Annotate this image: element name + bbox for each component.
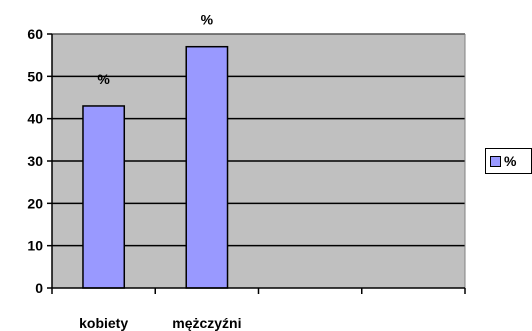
- y-tick-label: 10: [27, 238, 43, 254]
- x-tick-labels: kobiety mężczyźni: [79, 315, 241, 331]
- legend: %: [485, 148, 532, 174]
- y-tick-label: 50: [27, 68, 43, 84]
- y-tick-label: 0: [35, 280, 43, 296]
- data-label: %: [201, 12, 214, 28]
- bar: [185, 45, 229, 289]
- bar: [82, 105, 126, 289]
- legend-label: %: [504, 153, 517, 169]
- y-tick-label: 30: [27, 153, 43, 169]
- data-labels: %%: [97, 12, 213, 87]
- y-tick-label: 20: [27, 195, 43, 211]
- x-tick-label: kobiety: [79, 315, 128, 331]
- y-tick-label: 40: [27, 111, 43, 127]
- axes: [47, 33, 466, 294]
- x-tick-label: mężczyźni: [172, 315, 241, 331]
- legend-swatch: [490, 155, 501, 167]
- y-tick-label: 60: [27, 26, 43, 42]
- data-label: %: [97, 71, 110, 87]
- y-tick-labels: 0 10 20 30 40 50 60: [27, 26, 43, 296]
